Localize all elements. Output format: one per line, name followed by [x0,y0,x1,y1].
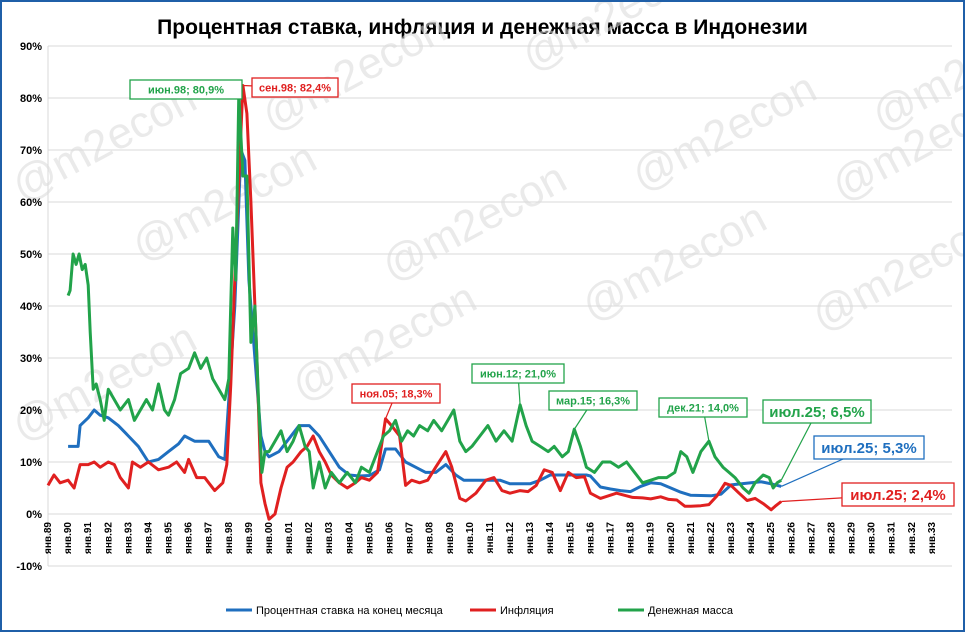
series-line-0 [68,148,782,498]
series-line-2 [66,91,783,495]
x-tick-label: янв.25 [766,522,777,554]
x-tick-label: янв.02 [304,522,315,554]
watermark-text: @m2econ [624,63,825,201]
x-tick-label: янв.14 [545,522,556,554]
x-tick-label: янв.99 [244,522,255,554]
annotation-box [351,383,441,404]
x-tick-label: янв.05 [364,522,375,554]
legend-label: Инфляция [500,605,554,617]
x-tick-label: янв.27 [806,522,817,554]
y-tick-label: 20% [20,405,42,417]
annotation-label: мар.15; 16,3% [556,395,630,407]
x-tick-label: янв.04 [344,522,355,554]
annotation-label: июл.25; 2,4% [850,487,945,504]
watermark-text: @m2econ [574,193,775,331]
annotation-box [658,397,748,418]
annotation-box [548,390,638,411]
x-tick-label: янв.22 [706,522,717,554]
x-tick-label: янв.12 [505,522,516,554]
x-tick-label: янв.11 [485,522,496,554]
x-tick-label: янв.03 [324,522,335,554]
x-tick-label: янв.21 [686,522,697,554]
x-tick-label: янв.98 [224,522,235,554]
y-tick-label: 10% [20,457,42,469]
y-tick-label: 80% [20,93,42,105]
x-tick-label: янв.15 [565,522,576,554]
y-axis-ticks: -10% 0% 10% 20% 30% 40% 50% 60% 70% 80% 90% [16,41,42,573]
y-tick-label: 50% [20,249,42,261]
x-tick-label: янв.23 [726,522,737,554]
annotation-label: июн.98; 80,9% [148,84,224,96]
x-tick-label: янв.28 [826,522,837,554]
y-tick-label: 60% [20,197,42,209]
x-tick-label: янв.29 [847,522,858,554]
x-tick-label: янв.91 [83,522,94,554]
x-tick-label: янв.33 [927,522,938,554]
watermark-text: @m2econ [374,153,575,291]
annotation-label: июн.12; 21,0% [480,368,556,380]
x-tick-label: янв.32 [907,522,918,554]
x-tick-label: янв.09 [445,522,456,554]
x-tick-label: янв.94 [143,522,154,554]
x-tick-label: янв.13 [525,522,536,554]
x-tick-label: янв.01 [284,522,295,554]
legend-label: Денежная масса [648,605,734,617]
annotation-box [471,363,565,384]
x-tick-label: янв.24 [746,522,757,554]
x-tick-label: янв.26 [786,522,797,554]
x-tick-label: янв.20 [666,522,677,554]
x-tick-label: янв.17 [605,522,616,554]
annotation-box [762,399,872,424]
watermark-text: @m2econ [254,3,455,141]
watermark-text: @m2econ [4,313,205,451]
y-tick-label: 30% [20,353,42,365]
y-tick-label: 0% [26,509,42,521]
x-tick-label: янв.10 [465,522,476,554]
x-tick-label: янв.00 [264,522,275,554]
annotation-box [251,77,339,98]
watermark-text: @m2econ [514,2,715,81]
annotation-box [841,482,955,507]
x-tick-label: янв.95 [164,522,175,554]
y-tick-label: 40% [20,301,42,313]
annotation-label: ноя.05; 18,3% [360,388,433,400]
x-tick-label: янв.92 [103,522,114,554]
x-tick-label: янв.97 [204,522,215,554]
x-tick-label: янв.07 [405,522,416,554]
x-tick-label: янв.08 [425,522,436,554]
x-tick-label: янв.89 [43,522,54,554]
x-tick-label: янв.31 [887,522,898,554]
series-line-1 [46,84,783,521]
y-tick-label: 70% [20,145,42,157]
watermark-text: @m2econ [804,203,963,341]
x-tick-label: янв.19 [646,522,657,554]
annotations-layer: июн.98; 80,9% сен.98; 82,4% ноя.05; 18,3% и… [129,77,955,507]
legend: Процентная ставка на конец месяца Инфляци… [226,605,734,617]
x-axis-ticks: янв.89 янв.90 янв.91 янв.92 янв.93 янв.94 янв.… [43,522,938,554]
y-tick-label: -10% [16,561,42,573]
annotation-box [813,435,925,460]
x-tick-label: янв.18 [626,522,637,554]
x-tick-label: янв.30 [867,522,878,554]
x-tick-label: янв.93 [123,522,134,554]
series-layer [46,84,783,521]
x-tick-label: янв.06 [385,522,396,554]
y-tick-label: 90% [20,41,42,53]
annotation-label: июл.25; 5,3% [821,440,916,457]
x-tick-label: янв.90 [63,522,74,554]
annotation-box [129,79,243,100]
annotation-label: июл.25; 6,5% [769,404,864,421]
annotation-label: дек.21; 14,0% [667,402,739,414]
x-tick-label: янв.16 [585,522,596,554]
annotation-label: сен.98; 82,4% [259,82,331,94]
chart-title: Процентная ставка, инфляция и денежная м… [157,16,808,39]
legend-label: Процентная ставка на конец месяца [256,605,444,617]
x-tick-label: янв.96 [184,522,195,554]
